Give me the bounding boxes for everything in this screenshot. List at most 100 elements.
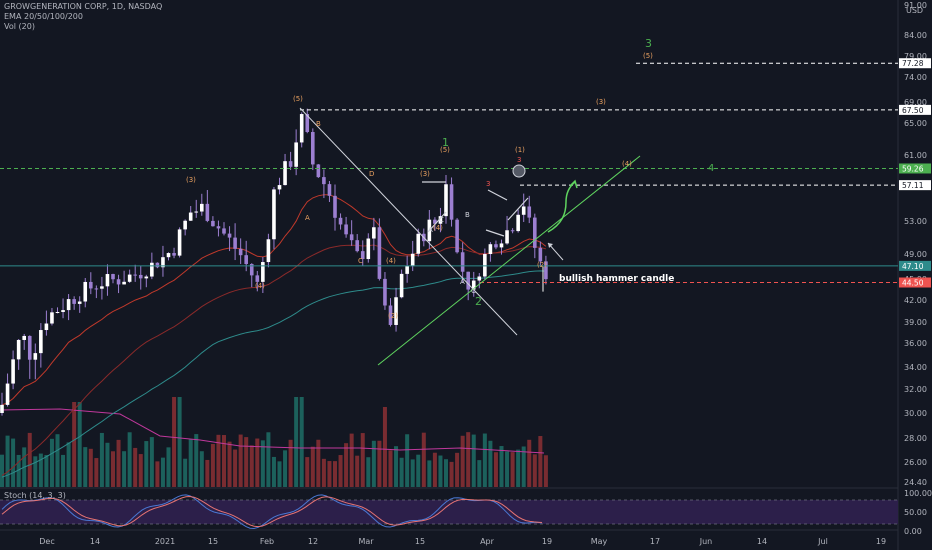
candle-body	[388, 305, 393, 325]
volume-bar	[0, 454, 4, 487]
price-tick-label: 32.00	[904, 385, 927, 394]
price-tick-label: 42.00	[904, 296, 927, 305]
candle-body	[27, 335, 32, 360]
candle-body	[433, 219, 437, 224]
wave-label-4-jan: (4)	[255, 282, 265, 290]
candle-body	[416, 233, 421, 254]
volume-bar	[444, 459, 448, 487]
time-tick-label: 17	[650, 537, 660, 546]
volume-bar	[427, 460, 432, 487]
stoch-legend: Stoch (14, 3, 3)	[4, 491, 66, 500]
volume-bar	[371, 440, 376, 487]
hammer-note: bullish hammer candle	[559, 274, 674, 284]
wave-label-1-green: 1	[442, 136, 449, 149]
price-tick-label: 79.00	[904, 52, 927, 61]
volume-bar	[83, 447, 88, 487]
volume-bar	[55, 434, 60, 487]
candle-body	[188, 212, 193, 221]
candle-body	[11, 359, 15, 384]
wave-label-a2: A	[428, 226, 433, 234]
volume-bar	[249, 445, 254, 487]
volume-bar	[244, 437, 249, 487]
candle-body	[349, 234, 354, 241]
stoch-tick-label: 50.00	[904, 508, 927, 517]
volume-bar	[321, 458, 326, 487]
candle-body	[288, 161, 293, 167]
wave-label-4-level: (4)	[622, 160, 632, 168]
candle-body	[316, 164, 321, 178]
volume-bar	[155, 461, 160, 487]
wave-label-3-top: 3	[645, 37, 652, 50]
candle-body	[0, 404, 4, 413]
candle-body	[521, 206, 526, 215]
time-tick-label: 12	[308, 537, 318, 546]
candle-body	[499, 243, 504, 248]
volume-bar	[105, 442, 110, 487]
time-tick-label: 19	[542, 537, 552, 546]
candle-body	[166, 253, 171, 258]
candle-body	[72, 299, 76, 304]
candle-body	[200, 203, 204, 212]
candle-body	[44, 323, 49, 331]
volume-bar	[271, 456, 276, 487]
volume-bar	[316, 439, 321, 487]
candle-body	[360, 251, 365, 260]
candle-body	[394, 297, 398, 325]
candle-body	[100, 286, 104, 289]
candle-body	[249, 264, 254, 276]
time-tick-label: May	[591, 537, 608, 546]
volume-bar	[5, 435, 10, 487]
wave-label-4-mar: (4)	[386, 257, 396, 265]
wave-label-c: C	[358, 257, 363, 265]
stoch-k-line	[1, 494, 543, 530]
wave-label-a: A	[305, 214, 310, 222]
volume-bar	[382, 407, 387, 487]
volume-bar	[183, 458, 188, 487]
stoch-band	[0, 500, 898, 524]
volume-bar	[166, 447, 171, 487]
volume-ma-line	[0, 408, 545, 454]
volume-bar	[455, 452, 460, 487]
volume-bar	[510, 452, 515, 487]
volume-bar	[38, 453, 43, 487]
candle-body	[155, 262, 160, 268]
volume-bar	[77, 402, 82, 487]
price-tick-label: 39.00	[904, 318, 927, 327]
volume-bar	[266, 432, 271, 487]
time-tick-label: 15	[208, 537, 218, 546]
candle-body	[538, 247, 543, 262]
volume-bar	[199, 451, 204, 487]
ema-20-line	[1, 194, 547, 406]
volume-bar	[299, 397, 304, 487]
volume-bar	[310, 446, 315, 487]
price-tag-bg	[899, 260, 931, 271]
time-tick-label: 14	[90, 537, 100, 546]
candle-body	[355, 240, 359, 252]
volume-bar	[27, 432, 32, 487]
volume-bar	[449, 461, 454, 487]
price-tick-label: 26.00	[904, 458, 927, 467]
wave-label-2-mar: (2)	[388, 312, 398, 320]
volume-bar	[527, 439, 532, 487]
volume-bar	[516, 449, 521, 487]
volume-bar	[260, 440, 265, 487]
candle-body	[227, 233, 232, 238]
candle-body	[211, 220, 215, 227]
volume-bar	[532, 454, 537, 487]
volume-bar	[133, 447, 138, 487]
candle-body	[222, 228, 226, 234]
volume-bar	[127, 432, 132, 487]
price-tick-label: 24.40	[904, 478, 927, 487]
volume-bar	[488, 440, 493, 487]
wave-label-3-apr-purple: 3	[486, 180, 490, 188]
candle-body	[372, 227, 376, 239]
highlight-circle	[512, 164, 526, 178]
time-axis[interactable]: Dec 14 2021 15 Feb 12 Mar 15 Apr 19 May 17 Jun 14 Jul 1…	[39, 537, 886, 546]
volume-bar	[543, 455, 548, 487]
volume-bar	[493, 452, 498, 487]
wave-label-d: D	[369, 170, 374, 178]
wave-label-2-green: 2	[475, 295, 482, 308]
candle-body	[483, 254, 487, 277]
